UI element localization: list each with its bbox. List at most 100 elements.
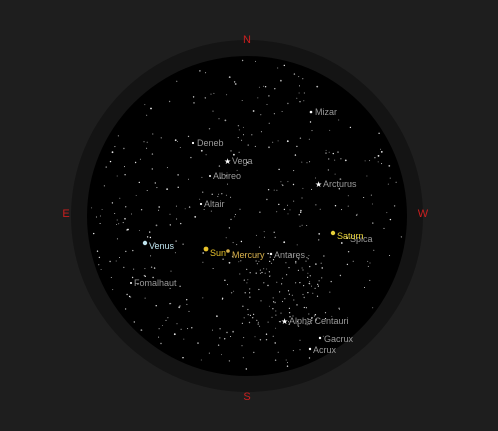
star-gacrux[interactable]: Gacrux: [318, 334, 354, 344]
field-star: [352, 260, 354, 262]
field-star: [225, 194, 227, 196]
star-altair[interactable]: Altair: [199, 199, 225, 209]
field-star: [166, 188, 169, 191]
field-star: [255, 272, 257, 274]
field-star: [287, 181, 289, 183]
field-star: [293, 299, 295, 301]
field-star: [228, 261, 231, 264]
field-star: [252, 110, 255, 112]
star-fomalhaut[interactable]: Fomalhaut: [130, 278, 177, 288]
field-star: [111, 202, 114, 204]
field-star: [249, 292, 251, 294]
field-star: [317, 285, 319, 287]
field-star: [327, 169, 330, 171]
star-alpha-centauri[interactable]: ★ Alpha Centauri: [281, 316, 349, 326]
field-star: [281, 283, 283, 285]
field-star: [128, 295, 131, 298]
field-star: [278, 321, 281, 323]
field-star: [187, 135, 190, 138]
field-star: [247, 144, 249, 146]
field-star: [245, 368, 247, 370]
field-star: [242, 357, 244, 359]
field-star: [258, 246, 260, 248]
field-star: [264, 272, 266, 274]
field-star: [212, 268, 214, 269]
planet-venus[interactable]: Venus: [142, 240, 175, 251]
field-star: [111, 151, 114, 154]
field-star: [285, 262, 287, 264]
field-star: [306, 225, 308, 226]
field-star: [217, 196, 219, 197]
field-star: [101, 209, 103, 210]
field-star: [179, 305, 181, 307]
field-star: [146, 236, 149, 238]
field-star: [303, 296, 305, 299]
star-antares[interactable]: Antares: [269, 250, 306, 260]
field-star: [339, 274, 342, 277]
field-star: [298, 92, 300, 94]
star-label-gacrux: Gacrux: [324, 334, 354, 344]
field-stars: [91, 59, 403, 370]
field-star: [230, 336, 232, 337]
field-star: [219, 337, 221, 339]
field-star: [175, 240, 177, 242]
star-marker: [130, 282, 132, 284]
field-star: [155, 224, 158, 227]
field-star: [204, 97, 206, 99]
field-star: [299, 339, 301, 341]
field-star: [277, 140, 279, 142]
star-vega[interactable]: ★ Vega: [224, 156, 253, 166]
field-star: [346, 263, 349, 266]
field-star: [338, 188, 340, 190]
star-arcturus[interactable]: ★ Arcturus: [315, 179, 357, 189]
star-deneb[interactable]: Deneb: [191, 138, 224, 148]
star-mizar[interactable]: Mizar: [309, 107, 337, 117]
field-star: [290, 254, 291, 255]
field-star: [299, 137, 302, 139]
field-star: [369, 279, 371, 281]
field-star: [389, 177, 391, 179]
field-star: [312, 292, 314, 294]
field-star: [131, 213, 132, 215]
field-star: [321, 277, 323, 279]
star-albireo[interactable]: Albireo: [209, 171, 241, 181]
field-star: [289, 209, 291, 211]
field-star: [105, 166, 107, 168]
field-star: [241, 345, 243, 347]
field-star: [230, 218, 232, 221]
star-acrux[interactable]: Acrux: [308, 345, 337, 355]
field-star: [254, 145, 256, 147]
field-star: [242, 126, 244, 128]
field-star: [228, 360, 231, 362]
field-star: [156, 187, 158, 189]
field-star: [144, 297, 146, 299]
field-star: [220, 177, 222, 179]
star-label-altair: Altair: [204, 199, 225, 209]
field-star: [247, 314, 249, 316]
field-star: [288, 323, 290, 325]
field-star: [380, 151, 383, 153]
planet-saturn[interactable]: Saturn: [330, 230, 364, 241]
planet-sun[interactable]: Sun: [203, 246, 226, 258]
field-star: [322, 335, 324, 337]
field-star: [350, 182, 352, 184]
planet-marker: [226, 249, 230, 253]
field-star: [241, 100, 243, 101]
field-star: [233, 81, 236, 83]
planet-mercury[interactable]: Mercury: [226, 249, 265, 260]
star-label-deneb: Deneb: [197, 138, 224, 148]
star-spica[interactable]: Spica: [346, 234, 373, 244]
field-star: [109, 260, 111, 263]
field-star: [116, 175, 118, 177]
field-star: [257, 97, 259, 99]
field-star: [337, 151, 339, 153]
field-star: [260, 131, 262, 133]
field-star: [307, 258, 309, 260]
field-star: [139, 158, 141, 160]
field-star: [202, 252, 205, 254]
field-star: [269, 275, 271, 277]
field-star: [280, 181, 282, 183]
field-star: [273, 113, 275, 115]
field-star: [199, 70, 201, 72]
